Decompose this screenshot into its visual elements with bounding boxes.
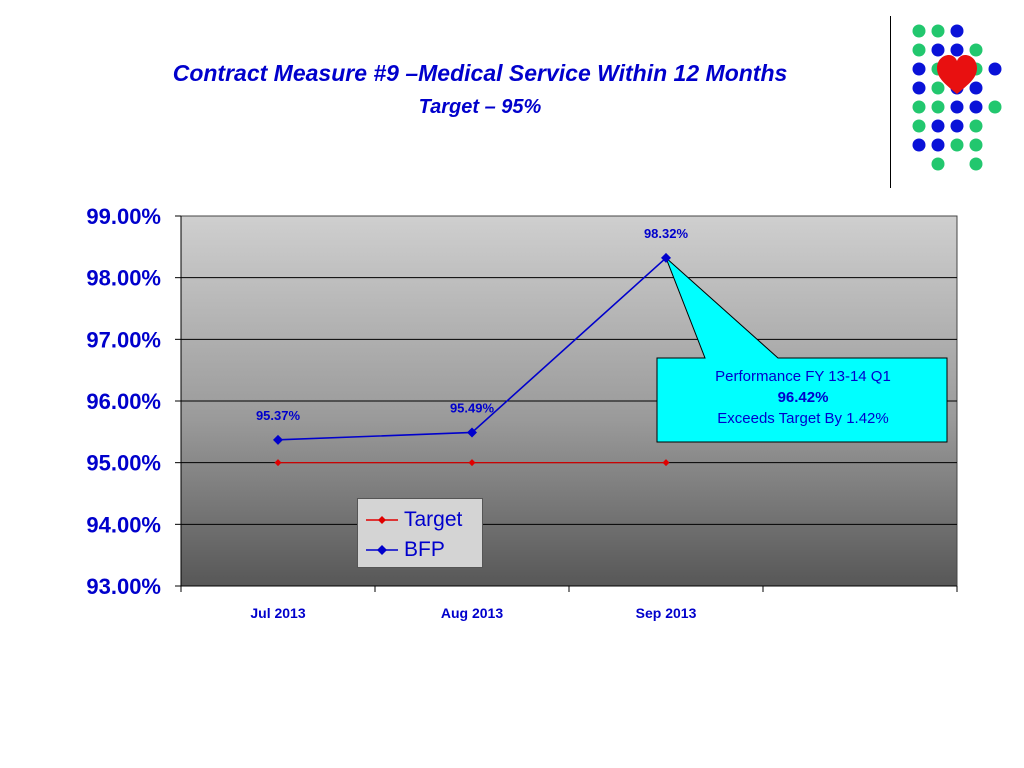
data-point-bfp — [661, 252, 671, 263]
data-label: 98.32% — [644, 226, 689, 241]
logo-dot — [912, 24, 926, 38]
logo-dot — [969, 138, 983, 152]
data-label: 95.37% — [256, 408, 301, 423]
data-point-bfp — [273, 434, 283, 445]
y-tick-label: 93.00% — [86, 574, 161, 599]
legend-swatch-target — [366, 516, 398, 524]
y-tick-label: 94.00% — [86, 512, 161, 537]
logo-dot — [950, 24, 964, 38]
logo-dot — [931, 81, 945, 95]
callout-text: Performance FY 13-14 Q1 96.42% Exceeds T… — [658, 366, 948, 429]
data-label: 95.49% — [450, 400, 495, 415]
x-tick-label: Jul 2013 — [250, 605, 305, 621]
logo-dot — [912, 100, 926, 114]
logo-dot — [931, 157, 945, 171]
logo-dot — [950, 43, 964, 57]
data-point-target — [468, 459, 476, 467]
logo-dot — [950, 100, 964, 114]
logo-dot — [931, 100, 945, 114]
logo-dot — [912, 62, 926, 76]
callout-box — [656, 257, 948, 443]
y-tick-label: 96.00% — [86, 389, 161, 414]
legend-item-bfp: BFP — [364, 537, 445, 563]
chart-title: Contract Measure #9 –Medical Service Wit… — [172, 60, 788, 86]
logo-dot — [969, 119, 983, 133]
logo-dot — [912, 138, 926, 152]
logo-dot — [931, 43, 945, 57]
legend-label-bfp: BFP — [404, 538, 445, 561]
logo-dot — [912, 119, 926, 133]
legend-label-target: Target — [404, 508, 463, 531]
callout-line3: Exceeds Target By 1.42% — [717, 410, 889, 427]
callout-value: 96.42% — [777, 389, 829, 406]
logo-dot — [969, 81, 983, 95]
y-tick-label: 97.00% — [86, 327, 161, 352]
heart-icon — [937, 55, 977, 94]
title-divider — [890, 16, 891, 188]
logo-dot — [931, 119, 945, 133]
logo-dot — [950, 119, 964, 133]
logo-dot — [912, 81, 926, 95]
chart-legend: Target BFP — [357, 498, 483, 568]
legend-item-target: Target — [364, 507, 462, 533]
logo-dots-heart-icon — [912, 24, 1002, 171]
x-tick-label: Aug 2013 — [441, 605, 503, 621]
logo-dot — [931, 24, 945, 38]
legend-swatch-bfp — [366, 545, 398, 555]
logo-dot — [969, 100, 983, 114]
chart-subtitle: Target – 95% — [418, 96, 542, 118]
data-point-bfp — [467, 427, 477, 438]
logo-dot — [931, 138, 945, 152]
callout-line1: Performance FY 13-14 Q1 — [715, 368, 891, 385]
data-point-target — [274, 459, 282, 467]
logo-dot — [950, 138, 964, 152]
y-tick-label: 95.00% — [86, 451, 161, 476]
logo-dot — [912, 43, 926, 57]
logo-dot — [969, 157, 983, 171]
x-tick-label: Sep 2013 — [636, 605, 697, 621]
logo-dot — [969, 43, 983, 57]
y-tick-label: 98.00% — [86, 266, 161, 291]
data-point-target — [662, 459, 670, 467]
y-tick-label: 99.00% — [86, 204, 161, 229]
logo-dot — [988, 62, 1002, 76]
logo-dot — [988, 100, 1002, 114]
